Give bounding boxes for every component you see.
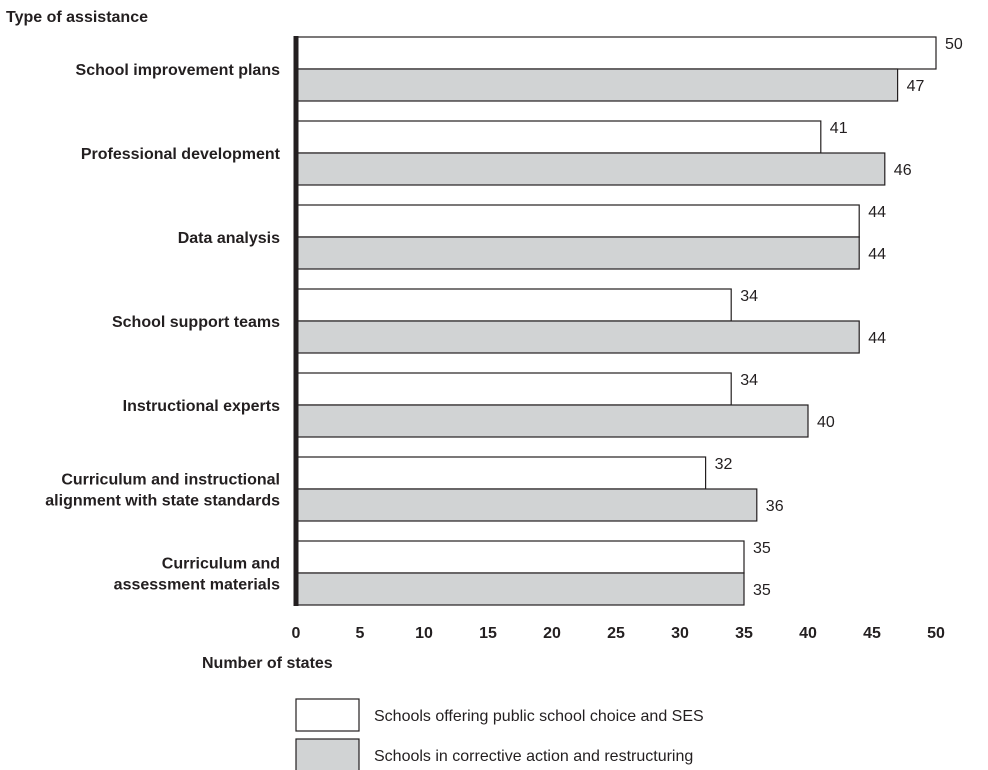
value-label-series1-cat6: 32 (715, 456, 733, 473)
value-label-series1-cat5: 34 (740, 372, 758, 389)
bar-series2-cat4 (295, 320, 860, 354)
legend-swatch-series1 (295, 698, 360, 732)
category-label-7-line1: Curriculum and (162, 556, 280, 573)
bar-series1-cat4 (295, 288, 732, 322)
category-label-4: School support teams (112, 314, 280, 331)
legend-label-series1: Schools offering public school choice an… (374, 708, 704, 725)
bar-series2-cat1 (295, 68, 899, 102)
bars-group (295, 36, 937, 606)
value-label-series1-cat4: 34 (740, 288, 758, 305)
category-label-3: Data analysis (178, 230, 280, 247)
bar-series2-cat6 (295, 488, 758, 522)
x-tick-label-40: 40 (799, 625, 817, 642)
value-labels: 50 47 41 46 44 44 34 44 34 40 32 36 35 35 (715, 36, 963, 599)
x-tick-label-10: 10 (415, 625, 433, 642)
y-axis-title: Type of assistance (6, 9, 148, 26)
x-tick-label-50: 50 (927, 625, 945, 642)
x-tick-label-35: 35 (735, 625, 753, 642)
x-tick-label-45: 45 (863, 625, 881, 642)
bar-series2-cat7 (295, 572, 745, 606)
legend-swatch-series2 (295, 738, 360, 770)
x-axis-title: Number of states (202, 655, 333, 672)
category-label-6-line1: Curriculum and instructional (61, 472, 280, 489)
bar-series1-cat5 (295, 372, 732, 406)
value-label-series2-cat1: 47 (907, 78, 925, 95)
category-label-1: School improvement plans (76, 62, 281, 79)
x-tick-label-20: 20 (543, 625, 561, 642)
bar-series1-cat7 (295, 540, 745, 574)
bar-series1-cat6 (295, 456, 707, 490)
value-label-series2-cat3: 44 (868, 246, 886, 263)
category-label-2: Professional development (81, 146, 281, 163)
category-label-6-line2: alignment with state standards (45, 493, 280, 510)
x-tick-label-30: 30 (671, 625, 689, 642)
legend-label-series2: Schools in corrective action and restruc… (374, 748, 693, 765)
value-label-series1-cat3: 44 (868, 204, 886, 221)
value-label-series1-cat7: 35 (753, 540, 771, 557)
bar-series2-cat2 (295, 152, 886, 186)
value-label-series1-cat1: 50 (945, 36, 963, 53)
x-tick-label-5: 5 (356, 625, 365, 642)
value-label-series1-cat2: 41 (830, 120, 848, 137)
value-label-series2-cat7: 35 (753, 582, 771, 599)
bar-series1-cat1 (295, 36, 937, 70)
bar-series1-cat3 (295, 204, 860, 238)
value-label-series2-cat5: 40 (817, 414, 835, 431)
value-label-series2-cat6: 36 (766, 498, 784, 515)
x-tick-label-0: 0 (292, 625, 301, 642)
x-tick-label-25: 25 (607, 625, 625, 642)
bar-series1-cat2 (295, 120, 822, 154)
x-tick-labels: 0 5 10 15 20 25 30 35 40 45 50 (292, 625, 945, 642)
category-labels: School improvement plans Professional dev… (45, 62, 280, 594)
category-label-5: Instructional experts (123, 398, 280, 415)
legend: Schools offering public school choice an… (295, 698, 704, 770)
x-tick-label-15: 15 (479, 625, 497, 642)
bar-series2-cat3 (295, 236, 860, 270)
bar-series2-cat5 (295, 404, 809, 438)
value-label-series2-cat2: 46 (894, 162, 912, 179)
value-label-series2-cat4: 44 (868, 330, 886, 347)
category-label-7-line2: assessment materials (114, 577, 280, 594)
